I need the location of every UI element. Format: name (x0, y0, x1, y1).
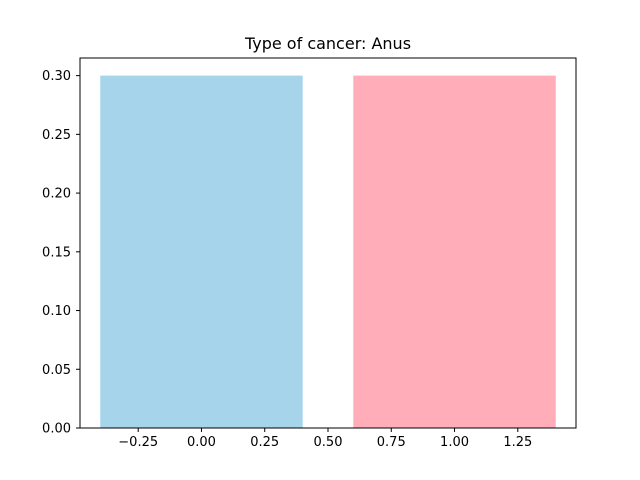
y-tick-label-4: 0.20 (42, 187, 71, 202)
y-tick-label-2: 0.10 (42, 304, 71, 319)
x-tick-label-0: −0.25 (118, 435, 158, 450)
y-axis-ticks: 0.00 0.05 0.10 0.15 0.20 0.25 0.30 (42, 69, 80, 437)
bar-1 (353, 75, 556, 429)
bar-0 (100, 75, 303, 429)
x-tick-label-4: 0.75 (377, 435, 406, 450)
x-tick-label-2: 0.25 (250, 435, 279, 450)
chart-title: Type of cancer: Anus (244, 34, 411, 53)
x-tick-label-1: 0.00 (187, 435, 216, 450)
y-tick-label-5: 0.25 (42, 128, 71, 143)
y-tick-label-6: 0.30 (42, 69, 71, 84)
x-axis-ticks: −0.25 0.00 0.25 0.50 0.75 1.00 1.25 (118, 428, 532, 450)
bars-layer (100, 75, 556, 429)
plot-area-frame (79, 57, 577, 429)
x-tick-label-5: 1.00 (440, 435, 469, 450)
y-tick-label-3: 0.15 (42, 245, 71, 260)
x-tick-label-6: 1.25 (503, 435, 532, 450)
y-tick-label-0: 0.00 (42, 422, 71, 437)
y-tick-label-1: 0.05 (42, 363, 71, 378)
x-tick-label-3: 0.50 (314, 435, 343, 450)
